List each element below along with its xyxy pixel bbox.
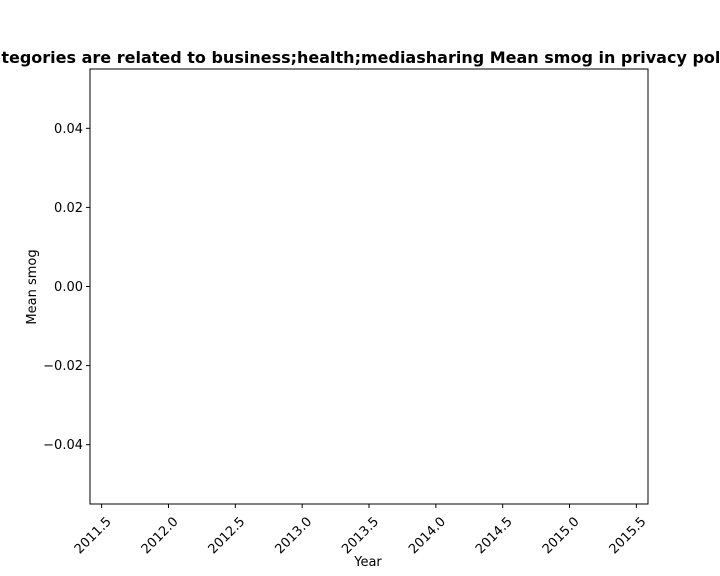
y-tick-label: −0.02 xyxy=(43,359,83,374)
y-axis: 0.04 0.02 0.00 −0.02 −0.04 xyxy=(43,122,90,453)
x-tick-label: 2014.0 xyxy=(406,514,449,557)
x-axis: 2011.5 2012.0 2012.5 2013.0 2013.5 2014.0 2014… xyxy=(72,504,650,557)
plot-area xyxy=(89,68,649,505)
x-tick-label: 2011.5 xyxy=(72,514,115,557)
y-axis-label: Mean smog xyxy=(25,249,40,324)
y-tick-label: −0.04 xyxy=(43,438,83,453)
x-tick-label: 2015.0 xyxy=(540,514,583,557)
x-tick-label: 2012.5 xyxy=(206,514,249,557)
x-tick-label: 2015.5 xyxy=(607,514,650,557)
x-tick-label: 2014.5 xyxy=(473,514,516,557)
y-tick-label: 0.04 xyxy=(54,122,83,137)
x-tick-label: 2012.0 xyxy=(139,514,182,557)
chart-title: Categories are related to business;healt… xyxy=(0,48,720,67)
x-tick-label: 2013.0 xyxy=(272,514,315,557)
y-tick-label: 0.00 xyxy=(54,280,83,295)
y-tick-label: 0.02 xyxy=(54,201,83,216)
x-tick-label: 2013.5 xyxy=(339,514,382,557)
x-axis-label: Year xyxy=(353,555,382,570)
